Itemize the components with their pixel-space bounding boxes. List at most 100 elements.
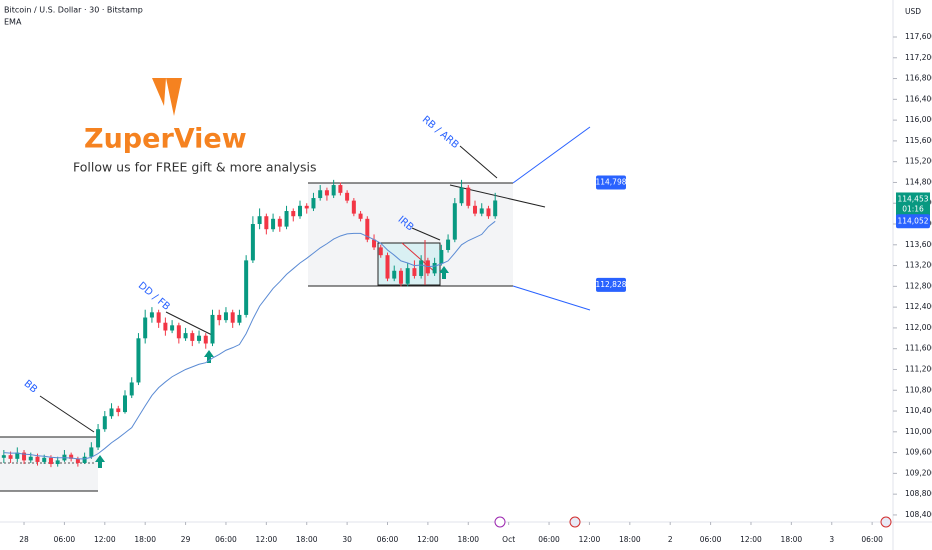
candle-body (163, 322, 168, 331)
arrow-up (95, 455, 105, 468)
arrow-up (204, 350, 214, 363)
y-tick-label: 110,000 (905, 427, 932, 436)
candle-body (102, 416, 107, 430)
y-tick-label: 112,400 (905, 302, 932, 311)
candle-body (89, 447, 94, 457)
price-label-bg (596, 175, 626, 190)
y-tick-label: 114,800 (905, 177, 932, 186)
candle-body (42, 457, 47, 462)
candle-body (257, 216, 262, 225)
y-tick-label: 109,200 (905, 468, 932, 477)
candles (1, 179, 498, 468)
candle-body (291, 211, 296, 217)
candle-body (378, 247, 383, 256)
x-tick-label: 06:00 (861, 535, 883, 544)
y-tick-label: 117,600 (905, 32, 932, 41)
x-tick-label: 18:00 (134, 535, 156, 544)
candle-body (1, 455, 6, 458)
candle-body (55, 460, 60, 465)
candle-body (237, 314, 242, 323)
event-icon (880, 516, 892, 528)
candle-body (385, 255, 390, 279)
ema-label: 114,052 (897, 216, 928, 225)
candle-body (22, 452, 27, 461)
candle-body (210, 314, 215, 344)
candle-body (405, 268, 410, 284)
candle-body (298, 205, 303, 217)
y-tick-label: 111,600 (905, 344, 932, 353)
arrow-up (439, 266, 449, 279)
x-tick-label: 12:00 (417, 535, 439, 544)
ema-line (3, 220, 496, 460)
countdown: 01:16 (902, 204, 924, 213)
x-tick-label: 18:00 (619, 535, 641, 544)
currency: USD (905, 7, 921, 16)
candle-body (230, 312, 235, 323)
candle-body (419, 260, 424, 276)
candle-body (473, 205, 478, 214)
brand: ZuperView (84, 124, 247, 155)
x-tick-label: 18:00 (781, 535, 803, 544)
candle-body (358, 213, 363, 219)
trend-line (39, 395, 95, 433)
last-price: 114,453 (897, 194, 928, 203)
target-line (512, 285, 591, 311)
candle-body (149, 312, 154, 318)
y-tick-label: 112,000 (905, 323, 932, 332)
y-tick-label: 113,600 (905, 240, 932, 249)
y-tick-label: 115,200 (905, 157, 932, 166)
candle-body (271, 218, 276, 230)
candle-body (311, 198, 316, 209)
candle-body (459, 187, 464, 204)
candle-body (466, 187, 471, 206)
candle-body (28, 456, 33, 461)
x-tick-label: 18:00 (296, 535, 318, 544)
x-tick-label: 30 (342, 535, 352, 544)
candle-body (35, 456, 40, 462)
event-icon (494, 516, 506, 528)
candle-body (122, 395, 127, 413)
target-line (512, 126, 591, 184)
candle-body (129, 382, 134, 396)
candle-body (331, 185, 336, 196)
y-tick-label: 113,200 (905, 261, 932, 270)
price-label: 114,798 (595, 178, 626, 187)
price-label-bg (596, 277, 626, 292)
y-tick-label: 108,400 (905, 510, 932, 519)
x-tick-label: Oct (502, 535, 515, 544)
candle-body (338, 185, 343, 193)
y-tick-label: 109,600 (905, 448, 932, 457)
candle-body (183, 333, 188, 339)
candle-body (223, 312, 228, 321)
candle-body (351, 200, 356, 214)
candle-body (324, 190, 329, 196)
x-tick-label: 29 (181, 535, 191, 544)
candle-body (197, 335, 202, 341)
candle-body (432, 262, 437, 274)
indicator-label: EMA (4, 18, 22, 27)
candle-body (372, 239, 377, 248)
candle-body (345, 192, 350, 201)
candle-body (217, 314, 222, 321)
candle-body (75, 458, 80, 463)
x-tick-label: 06:00 (215, 535, 237, 544)
price-label: 112,828 (595, 280, 626, 289)
candle-body (250, 224, 255, 261)
trend-line (449, 184, 546, 208)
candle-body (412, 268, 417, 276)
y-tick-label: 115,600 (905, 136, 932, 145)
x-tick-label: 06:00 (54, 535, 76, 544)
candle-body (264, 216, 269, 230)
trend-line (459, 145, 498, 179)
chart-title: Bitcoin / U.S. Dollar · 30 · Bitstamp (4, 6, 143, 15)
x-tick-label: 06:00 (538, 535, 560, 544)
candle-body (156, 312, 161, 323)
x-tick-label: 12:00 (740, 535, 762, 544)
trend-line (411, 227, 441, 241)
candle-body (277, 218, 282, 227)
y-tick-label: 110,800 (905, 385, 932, 394)
candle-body (116, 408, 121, 413)
logo (152, 78, 182, 116)
candle-body (203, 335, 208, 344)
